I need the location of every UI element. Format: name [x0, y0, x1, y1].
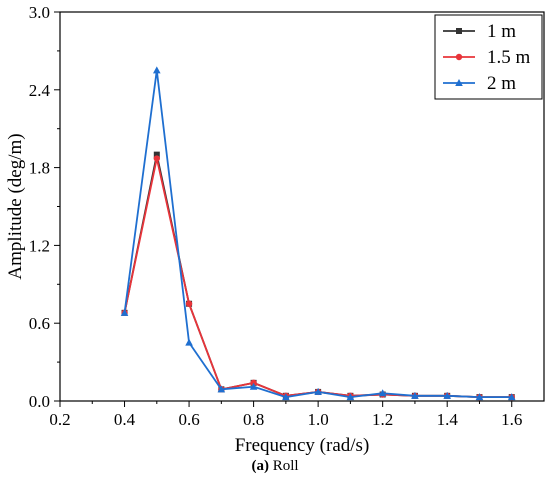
legend-label: 1 m	[487, 21, 516, 42]
data-point	[411, 391, 419, 399]
legend-marker	[455, 53, 463, 61]
legend-label: 2 m	[487, 73, 516, 94]
y-tick-label: 0.6	[29, 314, 50, 333]
data-point	[346, 393, 355, 401]
data-point	[217, 385, 226, 393]
caption-label: (a)	[251, 458, 269, 474]
data-point	[153, 66, 161, 74]
data-point	[153, 155, 160, 162]
data-point	[507, 393, 516, 401]
figure-caption: (a) Roll	[0, 458, 550, 475]
y-tick-label: 1.2	[29, 236, 50, 255]
y-tick-label: 0.0	[29, 392, 50, 411]
data-point	[249, 382, 258, 390]
series-1_5-m	[121, 155, 515, 401]
y-tick-label: 1.8	[29, 159, 50, 178]
series-line	[123, 69, 512, 399]
data-point	[282, 393, 290, 401]
data-point	[443, 391, 451, 399]
data-point	[120, 308, 129, 316]
x-tick-label: 0.4	[114, 410, 136, 429]
y-tick-label: 2.4	[29, 81, 51, 100]
legend-marker	[456, 28, 462, 34]
caption-text: Roll	[268, 458, 299, 474]
x-axis-title: Frequency (rad/s)	[235, 435, 370, 456]
x-tick-label: 1.0	[308, 410, 329, 429]
data-point	[314, 387, 322, 395]
data-point	[153, 151, 160, 158]
x-tick-label: 0.6	[178, 410, 199, 429]
y-axis-title: Amplitude (deg/m)	[5, 133, 26, 279]
legend-marker	[455, 79, 463, 86]
x-tick-label: 1.4	[437, 410, 459, 429]
data-point	[378, 389, 387, 397]
x-tick-label: 1.2	[372, 410, 393, 429]
data-point	[475, 393, 484, 401]
data-point	[185, 300, 193, 307]
series-2-m	[120, 66, 516, 401]
y-tick-label: 3.0	[29, 3, 50, 22]
legend-label: 1.5 m	[487, 47, 531, 68]
data-point	[185, 338, 193, 346]
x-tick-label: 1.6	[501, 410, 522, 429]
roll-amplitude-chart: 0.2 0.4 0.6 0.8 1.0 1.2 1.4 1.6 0.0 0.6 1.2 1.8 2.4 3…	[5, 3, 545, 456]
x-tick-label: 0.2	[49, 410, 70, 429]
series-line	[123, 157, 512, 399]
x-tick-label: 0.8	[243, 410, 264, 429]
